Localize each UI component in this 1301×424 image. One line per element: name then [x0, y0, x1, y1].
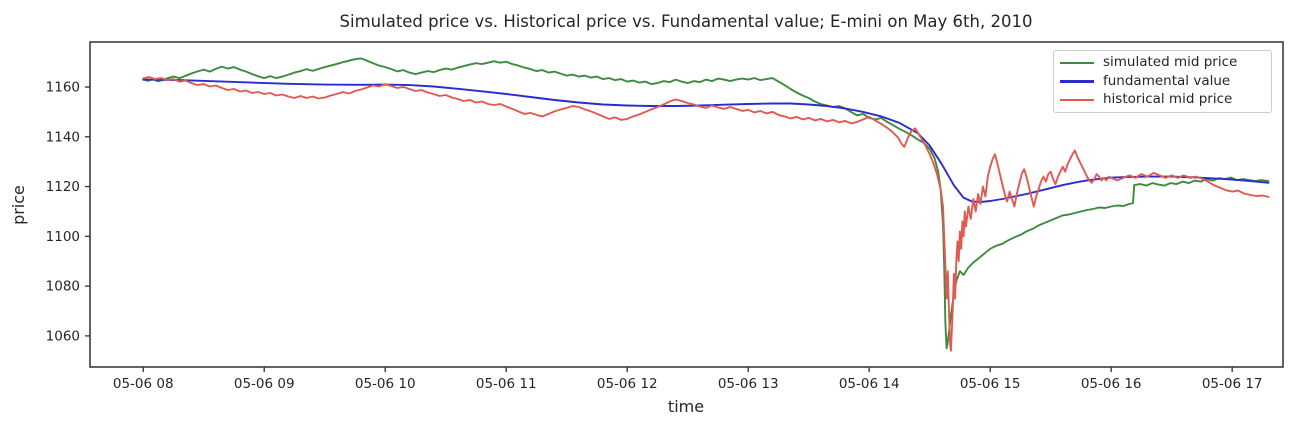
legend-line-sample-red [1060, 98, 1094, 102]
legend-label: historical mid price [1103, 91, 1233, 108]
x-tick-label: 05-06 13 [718, 376, 779, 392]
x-tick-label: 05-06 08 [113, 376, 174, 392]
x-axis-label: time [668, 397, 704, 416]
chart-title: Simulated price vs. Historical price vs.… [340, 12, 1033, 31]
series-line-2 [142, 76, 1270, 352]
series-line-0 [142, 57, 1270, 350]
x-tick-label: 05-06 11 [476, 376, 537, 392]
y-tick-label: 1140 [46, 129, 80, 145]
y-tick-label: 1100 [46, 229, 80, 245]
x-tick-label: 05-06 16 [1081, 376, 1142, 392]
y-axis-label: price [9, 185, 28, 225]
y-tick-label: 1060 [46, 328, 80, 344]
legend-item-historical: historical mid price [1060, 91, 1265, 109]
plot-box [89, 41, 1284, 368]
y-tick-label: 1080 [46, 279, 80, 295]
x-tick-label: 05-06 12 [597, 376, 658, 392]
legend-label: simulated mid price [1103, 54, 1238, 71]
legend-label: fundamental value [1103, 72, 1231, 89]
legend-line-sample-green [1060, 61, 1094, 65]
x-axis-ticks: 05-06 08 05-06 09 05-06 10 05-06 11 05-06 12… [113, 367, 1263, 392]
y-tick-label: 1160 [46, 80, 80, 96]
x-tick-label: 05-06 15 [960, 376, 1021, 392]
axes-spines [89, 41, 1284, 368]
y-tick-label: 1120 [46, 179, 80, 195]
chart-legend: simulated mid price fundamental value hi… [1053, 50, 1272, 113]
x-tick-label: 05-06 14 [839, 376, 900, 392]
x-tick-label: 05-06 09 [234, 376, 295, 392]
legend-line-sample-blue [1060, 80, 1094, 83]
plot-series [142, 57, 1270, 352]
legend-item-simulated: simulated mid price [1060, 54, 1265, 72]
y-axis-ticks: 1060 1080 1100 1120 1140 1160 [46, 80, 90, 344]
x-tick-label: 05-06 17 [1202, 376, 1263, 392]
x-tick-label: 05-06 10 [355, 376, 416, 392]
legend-item-fundamental: fundamental value [1060, 72, 1265, 90]
